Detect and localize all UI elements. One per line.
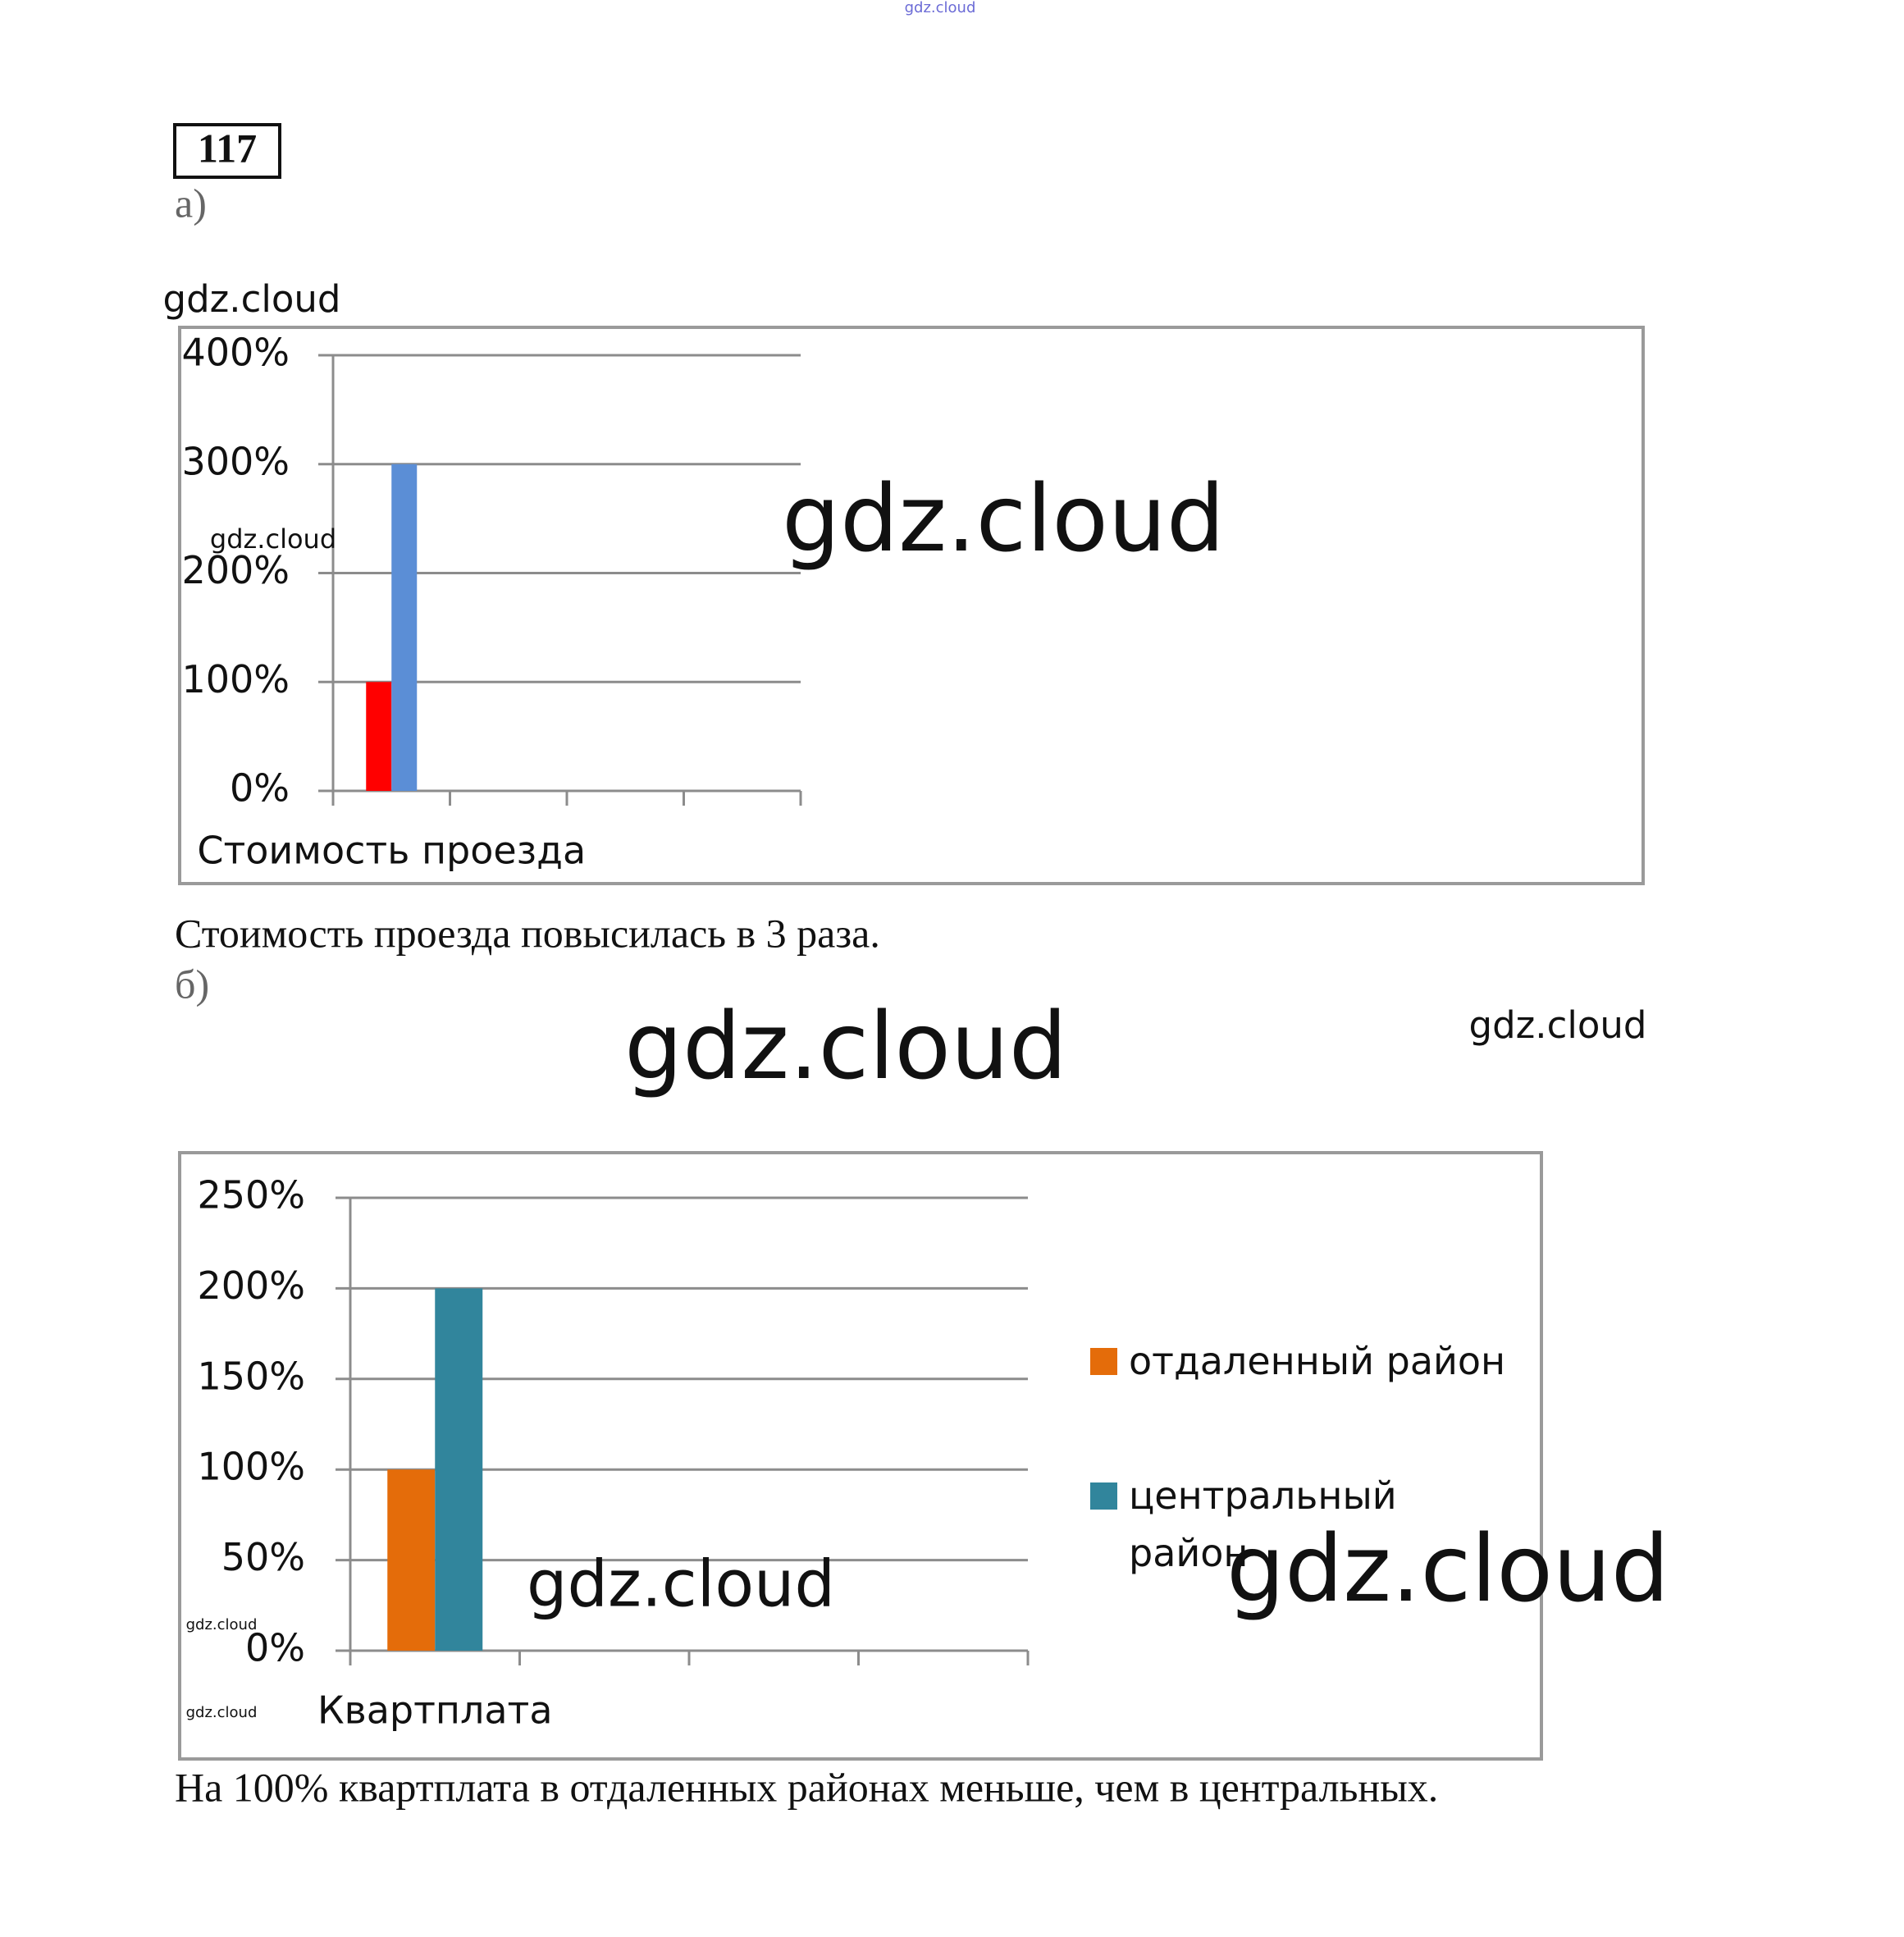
x-tick-label: Стоимость проезда [197, 829, 586, 873]
watermark: gdz.cloud [905, 0, 976, 16]
chart-frame [178, 1151, 1543, 1761]
watermark: gdz.cloud [186, 1704, 258, 1721]
bar [435, 1288, 483, 1651]
legend-label: отдаленный район [1129, 1339, 1506, 1383]
bar [366, 682, 392, 791]
watermark: gdz.cloud [1469, 1003, 1647, 1047]
part-label: а) [175, 180, 207, 226]
y-tick-label: 300% [181, 439, 290, 483]
watermark: gdz.cloud [1226, 1516, 1669, 1623]
conclusion: На 100% квартплата в отдаленных районах … [175, 1764, 1438, 1810]
watermark: gdz.cloud [624, 994, 1067, 1100]
conclusion: Стоимость проезда повысилась в 3 раза. [175, 910, 880, 956]
y-tick-label: 0% [230, 766, 290, 811]
number-box [173, 123, 281, 179]
legend-label: центральный район [1129, 1473, 1397, 1575]
problem-number: 117 [198, 125, 257, 171]
legend-swatch [1090, 1482, 1117, 1510]
y-tick-label: 100% [181, 657, 290, 701]
y-tick-label: 50% [221, 1535, 305, 1579]
y-tick-label: 200% [181, 548, 290, 592]
watermark: gdz.cloud [527, 1547, 835, 1621]
legend-swatch [1090, 1348, 1117, 1375]
part-label: б) [175, 961, 209, 1007]
watermark: gdz.cloud [186, 1616, 258, 1633]
y-tick-label: 250% [197, 1173, 305, 1217]
watermark: gdz.cloud [210, 523, 336, 555]
y-tick-label: 400% [181, 331, 290, 375]
bar [391, 464, 418, 791]
y-tick-label: 150% [197, 1354, 305, 1398]
y-tick-label: 100% [197, 1445, 305, 1489]
y-tick-label: 200% [197, 1263, 305, 1308]
watermark: gdz.cloud [782, 466, 1225, 573]
watermark: gdz.cloud [163, 277, 341, 321]
y-tick-label: 0% [245, 1626, 305, 1670]
x-tick-label: Квартплата [317, 1688, 553, 1733]
bar [387, 1469, 436, 1651]
chart-frame [178, 326, 1645, 885]
